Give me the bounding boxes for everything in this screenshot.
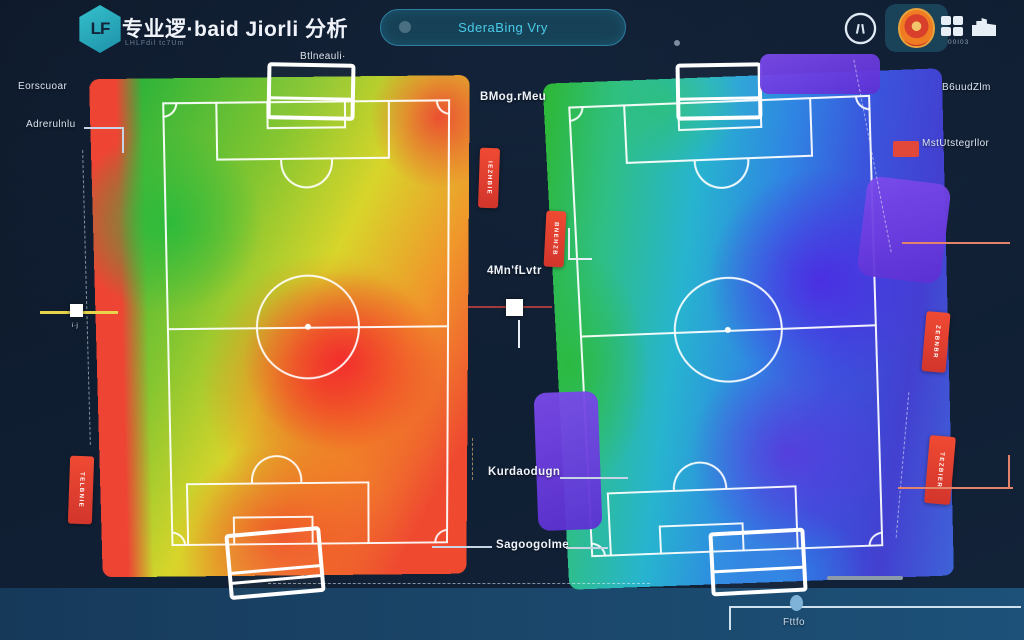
- label-top-left: Eorscuoar: [18, 81, 68, 92]
- heatmap-field-left[interactable]: [89, 75, 470, 578]
- app-logo[interactable]: LF: [79, 5, 121, 53]
- label-gutter-mid: 4Mn'fLvtr: [487, 265, 542, 277]
- connector-line: [898, 487, 1013, 489]
- goal-bottom-left: [224, 525, 326, 601]
- marker-tag[interactable]: BNEHZB: [543, 210, 567, 268]
- apps-grid-icon[interactable]: [941, 16, 963, 36]
- label-footer: Fttfo: [783, 617, 806, 628]
- footer-gray-line: [827, 576, 903, 580]
- marker-chip[interactable]: [893, 141, 919, 157]
- footer-bracket: [729, 606, 1021, 608]
- app-logo-text: LF: [90, 19, 111, 38]
- page-title: 专业逻·baid Jiorli 分析: [122, 18, 349, 41]
- connector-line: [1008, 455, 1010, 489]
- label-gutter-bottom: Sagoogolme: [496, 539, 570, 551]
- guide-dashed: [472, 438, 473, 480]
- slider-handle-gutter[interactable]: [506, 299, 523, 316]
- goal-top-left: [266, 62, 356, 121]
- connector-line: [566, 547, 608, 549]
- label-field-left-title: Btlneauli·: [300, 51, 346, 62]
- team-crest-icon: [898, 8, 935, 48]
- connector-line: [568, 228, 570, 260]
- footer-panel: [0, 588, 1024, 640]
- view-mode-button[interactable]: SderaBing Vry: [380, 9, 626, 46]
- connector-line: [560, 477, 628, 479]
- connector-line: [84, 127, 124, 129]
- guide-dashed: [82, 150, 91, 445]
- connector-line: [122, 127, 124, 153]
- label-field-left-topright: BMog.rMeu: [480, 91, 547, 103]
- highlight-zone-bottom-gutter[interactable]: [533, 390, 603, 532]
- footer-marker-dot[interactable]: [790, 595, 803, 611]
- footer-bracket: [729, 606, 731, 630]
- highlight-zone-top-right[interactable]: [760, 54, 880, 94]
- decoration-dot: [674, 40, 680, 46]
- goal-top-right: [675, 62, 763, 121]
- marker-tag[interactable]: IEZHBIE: [477, 147, 501, 209]
- marker-tag[interactable]: TELBNIE: [67, 455, 95, 525]
- highlight-zone-right[interactable]: [856, 175, 952, 285]
- connector-line: [568, 258, 592, 260]
- team-badge-button[interactable]: [885, 4, 948, 52]
- connector-line: [902, 242, 1010, 244]
- connector-line: [432, 546, 492, 548]
- guide-dashed: [268, 583, 650, 584]
- label-left-upper: Adrerulnlu: [26, 119, 76, 130]
- slider-handle-left[interactable]: [70, 304, 83, 317]
- view-mode-label: SderaBing Vry: [458, 20, 548, 35]
- pill-glow-icon: [399, 21, 411, 33]
- label-right-top: B6uudZlm: [942, 82, 991, 93]
- page-subtitle: LHLFdil tc7Um: [125, 40, 185, 47]
- label-slider-caption: i·j: [72, 322, 79, 329]
- connector-line: [518, 320, 520, 348]
- label-gutter-lower: Kurdaodugn: [488, 466, 561, 478]
- label-right-upper: MstUtstegrllor: [922, 138, 990, 149]
- header-caption: 00I03: [948, 39, 970, 46]
- goal-bottom-right: [708, 527, 808, 597]
- stadium-icon[interactable]: [972, 18, 996, 36]
- notification-ring-icon[interactable]: [843, 11, 878, 46]
